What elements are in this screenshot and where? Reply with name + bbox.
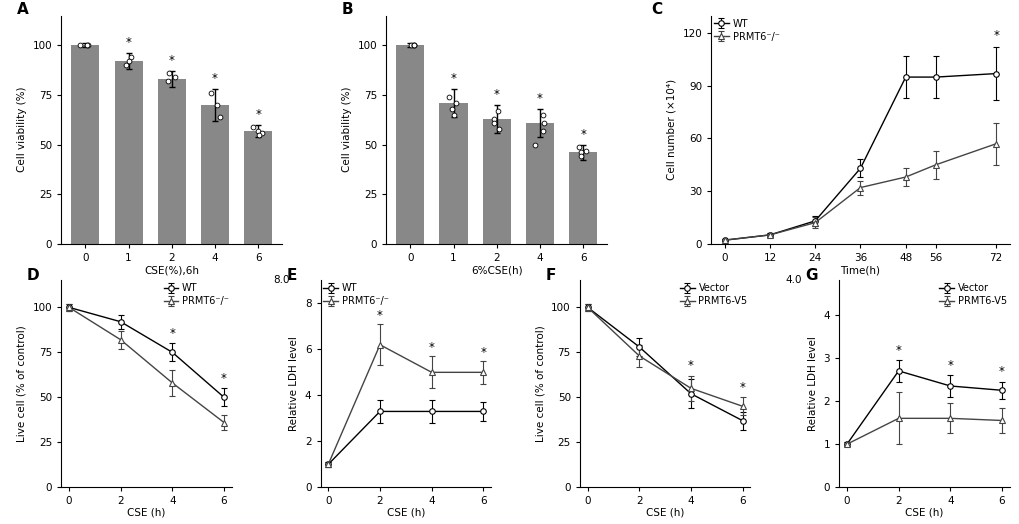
Legend: WT, PRMT6⁻/⁻: WT, PRMT6⁻/⁻ bbox=[163, 283, 228, 306]
X-axis label: CSE (h): CSE (h) bbox=[127, 508, 165, 518]
Y-axis label: Relative LDH level: Relative LDH level bbox=[807, 336, 817, 431]
Point bbox=[166, 73, 182, 81]
Text: E: E bbox=[286, 268, 297, 283]
Y-axis label: Relative LDH level: Relative LDH level bbox=[289, 336, 299, 431]
Bar bbox=[244, 130, 272, 244]
Point bbox=[79, 41, 96, 50]
Y-axis label: Cell number (×10⁴): Cell number (×10⁴) bbox=[666, 79, 677, 180]
Legend: Vector, PRMT6-V5: Vector, PRMT6-V5 bbox=[938, 283, 1006, 306]
Text: *: * bbox=[221, 372, 227, 385]
Bar bbox=[569, 152, 597, 244]
Point bbox=[445, 111, 462, 119]
Y-axis label: Cell viability (%): Cell viability (%) bbox=[17, 87, 26, 172]
Text: *: * bbox=[537, 92, 542, 105]
Bar bbox=[201, 105, 229, 244]
Y-axis label: Cell viability (%): Cell viability (%) bbox=[341, 87, 352, 172]
Point bbox=[160, 77, 176, 85]
Point bbox=[209, 101, 225, 109]
Point bbox=[405, 41, 421, 50]
Text: *: * bbox=[428, 341, 434, 354]
Text: B: B bbox=[341, 2, 354, 17]
Bar bbox=[482, 119, 511, 244]
Text: *: * bbox=[739, 381, 745, 394]
Bar bbox=[114, 61, 143, 244]
Text: *: * bbox=[450, 72, 457, 85]
Bar bbox=[439, 103, 467, 244]
Text: *: * bbox=[999, 365, 1004, 378]
Point bbox=[203, 89, 219, 97]
Point bbox=[245, 123, 261, 131]
Bar bbox=[71, 46, 99, 244]
X-axis label: CSE (h): CSE (h) bbox=[645, 508, 684, 518]
Text: A: A bbox=[17, 2, 29, 17]
Text: D: D bbox=[28, 268, 40, 283]
Point bbox=[577, 146, 593, 155]
Point bbox=[534, 126, 550, 135]
Text: *: * bbox=[169, 327, 175, 340]
Point bbox=[534, 111, 550, 119]
X-axis label: Time(h): Time(h) bbox=[840, 266, 879, 276]
Text: *: * bbox=[580, 127, 586, 140]
Point bbox=[490, 125, 506, 133]
Text: *: * bbox=[993, 29, 999, 42]
Y-axis label: Live cell (% of control): Live cell (% of control) bbox=[535, 325, 545, 442]
Text: *: * bbox=[688, 359, 693, 372]
Point bbox=[72, 41, 89, 50]
Point bbox=[447, 99, 464, 107]
Point bbox=[251, 130, 267, 139]
Point bbox=[572, 148, 588, 157]
Point bbox=[123, 53, 140, 61]
Legend: WT, PRMT6⁻/⁻: WT, PRMT6⁻/⁻ bbox=[713, 19, 779, 41]
Point bbox=[571, 143, 587, 151]
X-axis label: CSE(%),6h: CSE(%),6h bbox=[144, 266, 199, 276]
Point bbox=[527, 140, 543, 149]
Point bbox=[160, 69, 176, 78]
Bar bbox=[395, 46, 424, 244]
Text: *: * bbox=[895, 344, 901, 357]
Bar bbox=[526, 123, 553, 244]
Point bbox=[486, 118, 502, 127]
Text: *: * bbox=[947, 359, 953, 372]
Point bbox=[490, 107, 506, 115]
Legend: Vector, PRMT6-V5: Vector, PRMT6-V5 bbox=[680, 283, 747, 306]
Point bbox=[535, 118, 551, 127]
X-axis label: CSE (h): CSE (h) bbox=[386, 508, 425, 518]
Text: C: C bbox=[651, 2, 662, 17]
Text: *: * bbox=[169, 54, 174, 67]
X-axis label: CSE (h): CSE (h) bbox=[905, 508, 943, 518]
Text: *: * bbox=[212, 72, 218, 85]
Text: *: * bbox=[255, 108, 261, 121]
X-axis label: 6%CSE(h): 6%CSE(h) bbox=[471, 266, 522, 276]
Point bbox=[78, 41, 95, 50]
Text: 8.0: 8.0 bbox=[273, 275, 289, 286]
Text: *: * bbox=[493, 88, 499, 101]
Text: *: * bbox=[480, 345, 486, 358]
Bar bbox=[158, 79, 185, 244]
Text: 4.0: 4.0 bbox=[785, 275, 801, 286]
Point bbox=[406, 41, 422, 50]
Point bbox=[120, 57, 137, 66]
Point bbox=[211, 113, 227, 121]
Y-axis label: Live cell (% of control): Live cell (% of control) bbox=[17, 325, 26, 442]
Point bbox=[485, 115, 501, 123]
Point bbox=[443, 105, 460, 113]
Legend: WT, PRMT6⁻/⁻: WT, PRMT6⁻/⁻ bbox=[323, 283, 388, 306]
Point bbox=[403, 41, 419, 50]
Text: G: G bbox=[804, 268, 817, 283]
Point bbox=[253, 128, 269, 137]
Point bbox=[117, 61, 133, 70]
Point bbox=[250, 126, 266, 135]
Text: F: F bbox=[545, 268, 555, 283]
Text: *: * bbox=[125, 36, 131, 49]
Point bbox=[572, 152, 588, 161]
Point bbox=[440, 93, 457, 101]
Text: *: * bbox=[377, 309, 382, 322]
Point bbox=[406, 41, 422, 50]
